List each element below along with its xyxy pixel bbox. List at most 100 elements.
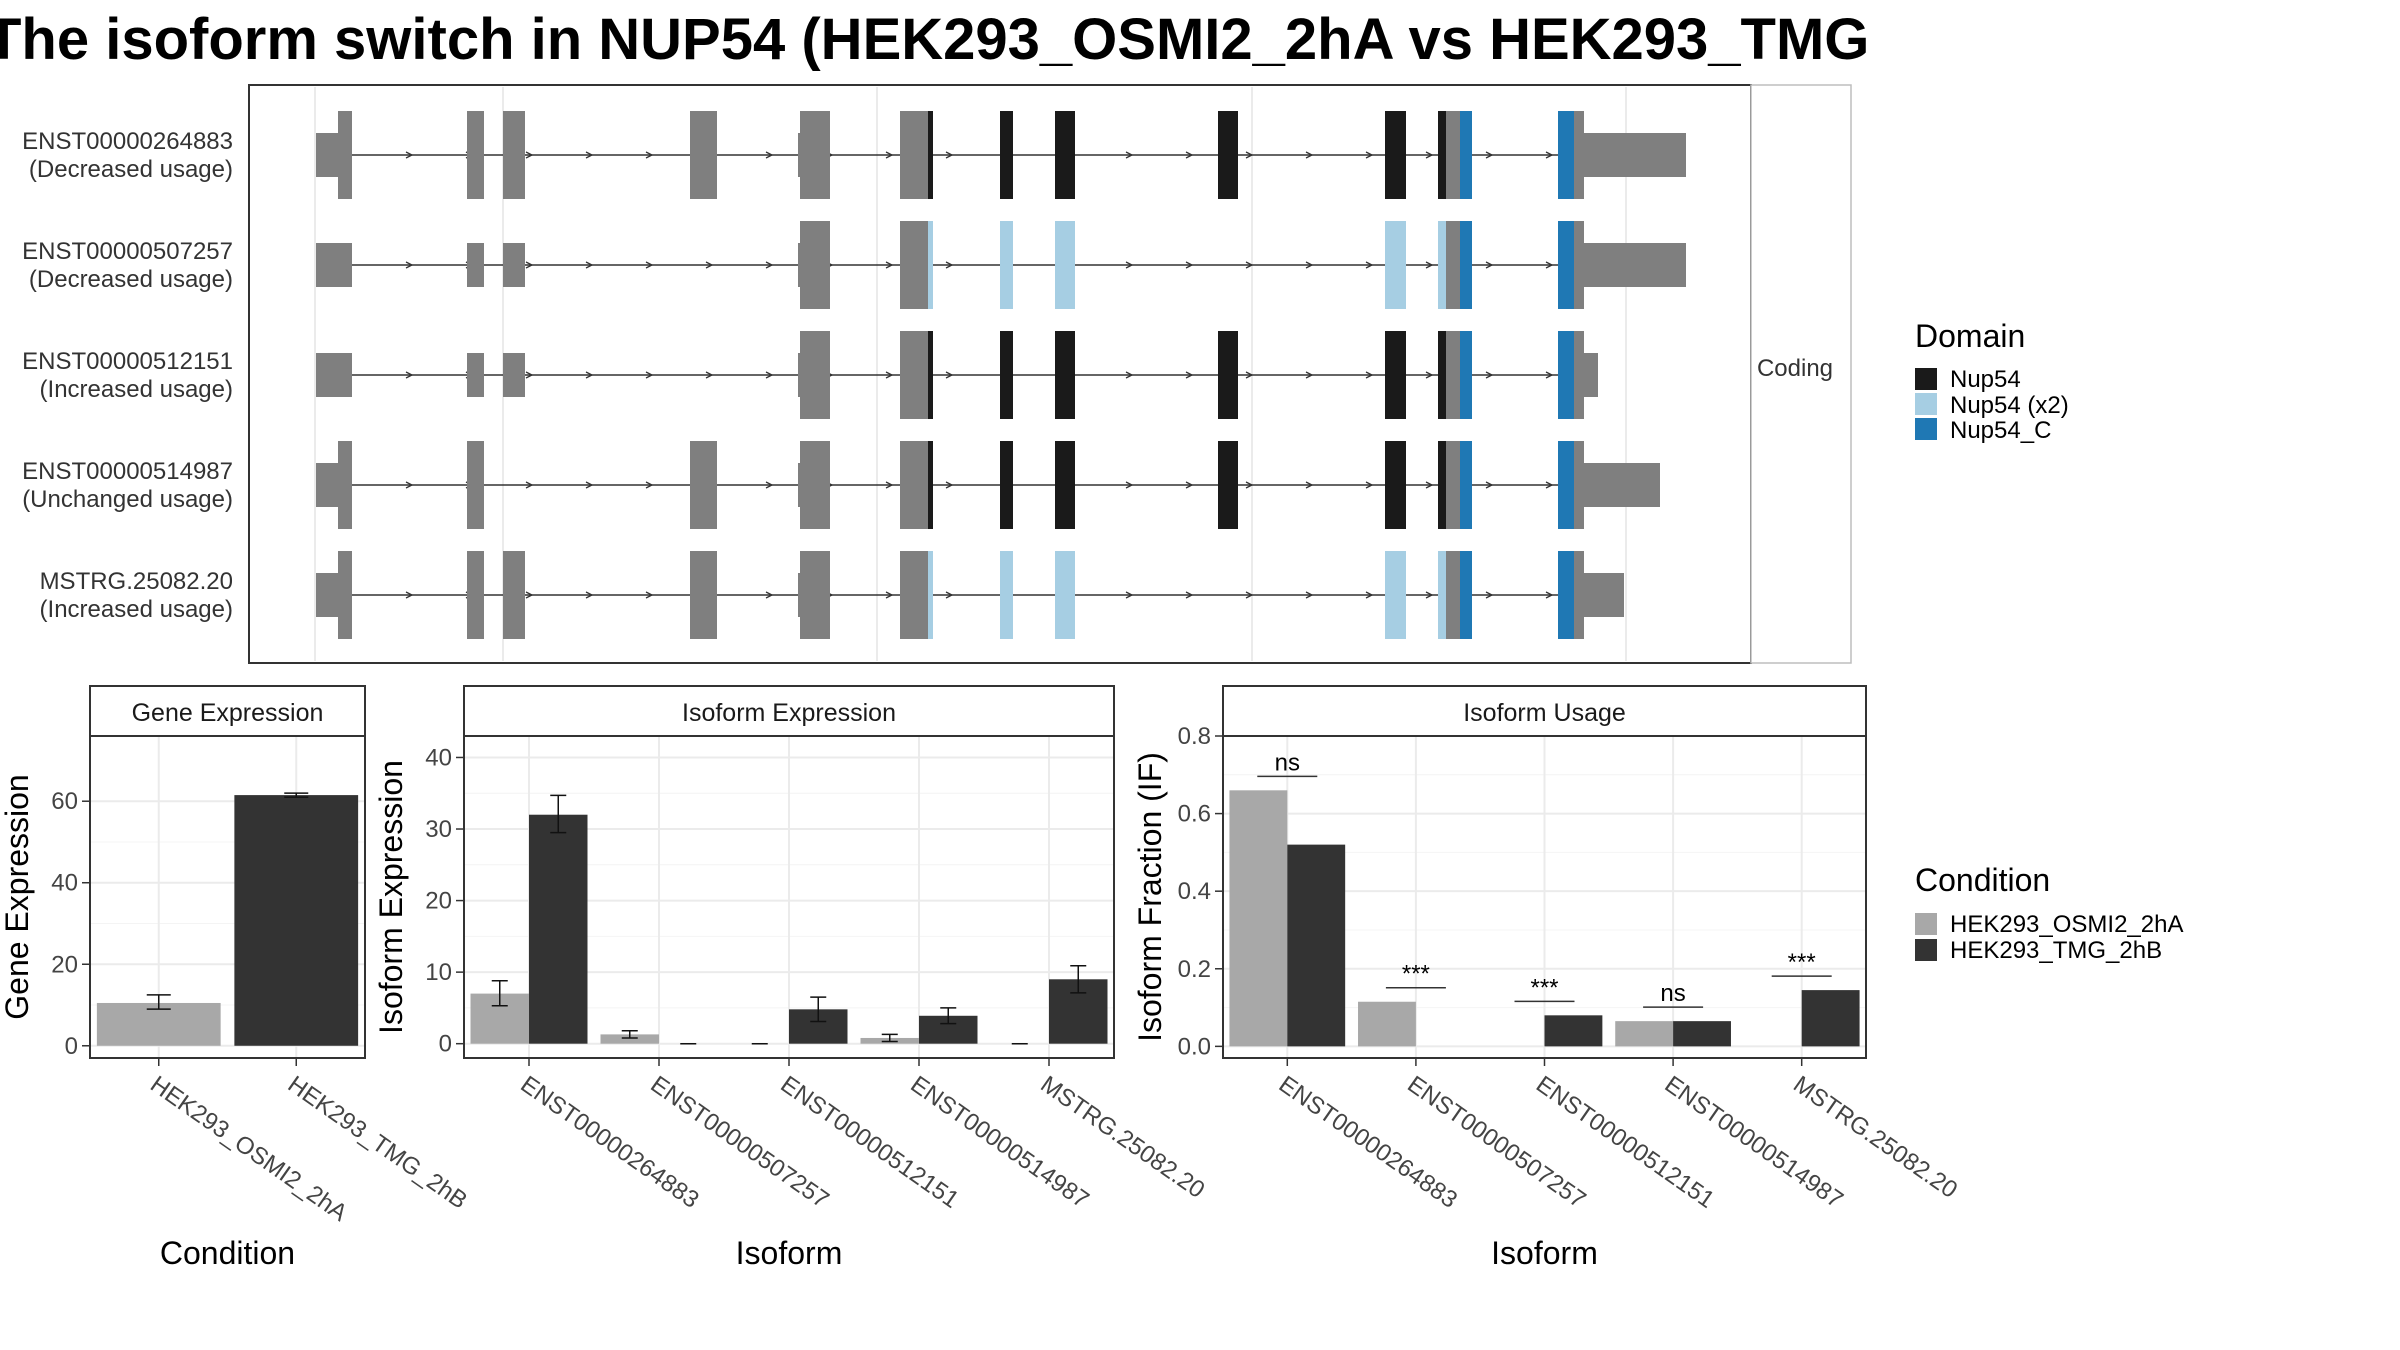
domain-exon-nup54_x2: [1055, 221, 1075, 309]
strand-arrow: [645, 591, 654, 599]
strand-arrow: [1365, 261, 1374, 269]
strand-arrow: [1305, 261, 1314, 269]
domain-exon-nup54: [1000, 441, 1013, 529]
exon: [1446, 551, 1460, 639]
strand-arrow: [885, 481, 894, 489]
domain-exon-nup54: [1218, 331, 1238, 419]
domain-exon-nup54_x2: [1000, 221, 1013, 309]
exon: [503, 111, 525, 199]
bar: [234, 795, 359, 1046]
domain-exon-nup54_x2: [1000, 551, 1013, 639]
strand-arrow: [945, 261, 954, 269]
strand-arrow: [1125, 371, 1134, 379]
strand-arrow: [1545, 371, 1554, 379]
exon: [690, 441, 717, 529]
strand-arrow: [1545, 591, 1554, 599]
isoform-usage-label: (Decreased usage): [29, 266, 233, 293]
significance-label: ***: [1530, 974, 1558, 1001]
strand-arrow: [1425, 591, 1434, 599]
strand-arrow: [585, 371, 594, 379]
strand-arrow: [1185, 371, 1194, 379]
exon: [467, 551, 484, 639]
y-tick-label: 0: [439, 1031, 452, 1058]
panel-strip: [1222, 685, 1867, 737]
y-tick-label: 20: [425, 888, 452, 915]
exon: [503, 353, 525, 397]
strand-arrow: [765, 261, 774, 269]
exon: [1574, 551, 1584, 639]
isoform-id-label: ENST00000507257: [22, 238, 233, 265]
bar: [1801, 990, 1860, 1047]
strand-arrow: [1545, 261, 1554, 269]
strand-arrow: [885, 591, 894, 599]
exon-shoulder: [798, 133, 806, 177]
y-tick-label: 0.6: [1178, 801, 1211, 828]
isoform-row-ENST00000507257: ENST00000507257(Decreased usage): [22, 221, 1686, 309]
domain-exon-nup54-c: [1558, 551, 1574, 639]
strand-arrow: [1305, 151, 1314, 159]
panel-strip: [463, 685, 1115, 737]
error-bar: [491, 979, 508, 1007]
domain-exon-nup54-c: [1460, 441, 1472, 529]
significance-label: ns: [1275, 749, 1300, 776]
exon-utr5-tall: [338, 111, 352, 199]
exon: [900, 551, 928, 639]
page-title: The isoform switch in NUP54 (HEK293_OSMI…: [0, 7, 1866, 72]
domain-exon-nup54: [1218, 441, 1238, 529]
strand-arrow: [1305, 371, 1314, 379]
strand-arrow: [1545, 481, 1554, 489]
structure-panel: ENST00000264883(Decreased usage)ENST0000…: [22, 84, 1852, 664]
domain-exon-nup54-c: [1558, 111, 1574, 199]
domain-exon-nup54-c: [1558, 441, 1574, 529]
isoform-id-label: ENST00000512151: [22, 348, 233, 375]
isoform-row-MSTRG.25082.20: MSTRG.25082.20(Increased usage): [40, 551, 1624, 639]
strand-arrow: [1185, 151, 1194, 159]
isoform-usage-label: (Decreased usage): [29, 156, 233, 183]
strand-arrow: [1245, 151, 1254, 159]
y-tick-label: 10: [425, 959, 452, 986]
strand-arrow: [1245, 481, 1254, 489]
strand-arrow: [765, 151, 774, 159]
isoform-usage-label: (Unchanged usage): [22, 486, 233, 513]
error-bar: [810, 996, 827, 1023]
exon: [1446, 111, 1460, 199]
strand-arrow: [645, 261, 654, 269]
significance-label: ***: [1788, 949, 1816, 976]
bar: [1615, 1021, 1674, 1047]
legend-key-condition-b: [1915, 939, 1937, 961]
isoform-id-label: MSTRG.25082.20: [40, 568, 233, 595]
y-axis-title: Gene Expression: [0, 774, 35, 1019]
strand-arrow: [525, 261, 534, 269]
exon-shoulder: [798, 463, 806, 507]
bar: [96, 1002, 221, 1046]
y-tick-label: 20: [51, 951, 78, 978]
strand-arrow: [405, 481, 414, 489]
strand-arrow: [1365, 481, 1374, 489]
facet-label: Coding: [1757, 355, 1833, 382]
domain-exon-nup54: [1000, 331, 1013, 419]
exon-utr5: [316, 573, 338, 617]
strand-arrow: [705, 261, 714, 269]
bar: [600, 1034, 659, 1044]
strand-arrow: [585, 481, 594, 489]
strand-arrow: [1545, 151, 1554, 159]
exon: [1446, 221, 1460, 309]
significance-label: ***: [1402, 961, 1430, 988]
strand-arrow: [945, 151, 954, 159]
strand-arrow: [525, 151, 534, 159]
strand-arrow: [1485, 151, 1494, 159]
strand-arrow: [525, 591, 534, 599]
strand-arrow: [885, 261, 894, 269]
domain-exon-nup54-c: [1460, 111, 1472, 199]
error-bar: [881, 1033, 898, 1043]
isoform-usage-label: (Increased usage): [40, 596, 233, 623]
domain-exon-nup54-c: [1460, 331, 1472, 419]
strand-arrow: [405, 371, 414, 379]
isoform-id-label: ENST00000264883: [22, 128, 233, 155]
exon-utr3: [1584, 133, 1686, 177]
isoform-structures: ENST00000264883(Decreased usage)ENST0000…: [22, 111, 1686, 639]
exon-utr5-tall: [338, 441, 352, 529]
strand-arrow: [1425, 371, 1434, 379]
strand-arrow: [1185, 261, 1194, 269]
